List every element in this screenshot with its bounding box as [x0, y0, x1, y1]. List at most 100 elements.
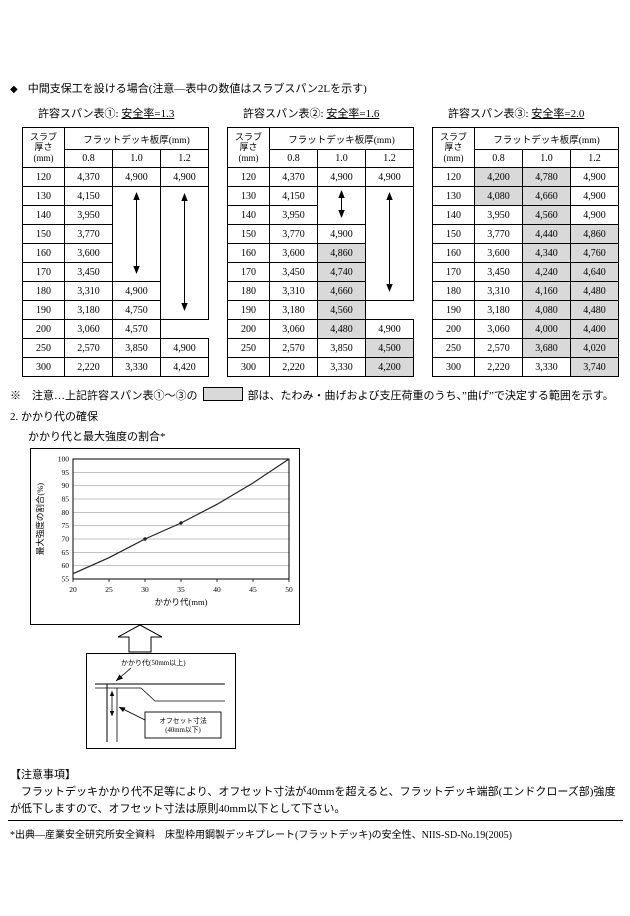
- table3-safety-factor: 安全率=2.0: [531, 108, 585, 120]
- span-table-row: 300 2,220 3,330 3,740: [432, 357, 620, 377]
- span-value-cell: 4,900: [159, 167, 210, 187]
- slab-thickness-cell: 150: [227, 224, 270, 244]
- svg-text:55: 55: [62, 575, 70, 584]
- span-value-cell: 4,420: [159, 357, 210, 377]
- footnote-separator: [8, 820, 623, 821]
- slab-thickness-cell: 160: [22, 243, 65, 263]
- span-table-row: 200 3,060 4,000 4,400: [432, 319, 620, 339]
- span-value-cell: 3,310: [269, 281, 318, 301]
- deck-10-header: 1.0: [317, 149, 366, 168]
- slab-thickness-cell: 130: [432, 186, 475, 206]
- table1-title-prefix: 許容スパン表①:: [38, 108, 122, 120]
- allowable-span-table-2: スラブ 厚さ (mm) フラットデッキ板厚(mm) 0.8 1.0 1.2 12…: [227, 127, 415, 377]
- slab-thickness-header: スラブ 厚さ (mm): [227, 127, 270, 168]
- span-value-cell: 4,900: [317, 224, 366, 244]
- span-value-cell: 4,150: [64, 186, 113, 206]
- span-value-cell: 2,220: [269, 357, 318, 377]
- span-value-cell: 3,180: [474, 300, 523, 320]
- offset-label-line1: オフセット寸法: [159, 716, 207, 725]
- slab-thickness-cell: 130: [227, 186, 270, 206]
- slab-thickness-cell: 140: [22, 205, 65, 225]
- span-value-cell: 3,950: [64, 205, 113, 225]
- span-table-row: 190 3,180 4,750: [22, 300, 209, 320]
- span-value-cell: 4,440: [522, 224, 571, 244]
- slab-thickness-cell: 300: [22, 357, 65, 377]
- svg-text:100: 100: [58, 455, 70, 464]
- caution-title: 【注意事項】: [10, 769, 76, 781]
- slab-thickness-cell: 200: [227, 319, 270, 339]
- span-value-cell: 3,060: [474, 319, 523, 339]
- slab-thickness-header: スラブ 厚さ (mm): [22, 127, 65, 168]
- span-table-row: 150 3,770 4,900: [227, 224, 414, 244]
- offset-label-line2: (40mm以下): [165, 726, 201, 734]
- svg-text:最大強度の割合(%): 最大強度の割合(%): [35, 483, 45, 555]
- span-value-cell: 3,770: [474, 224, 523, 244]
- span-value-cell: 3,680: [522, 338, 571, 358]
- span-table-row: 150 3,770 4,440 4,860: [432, 224, 620, 244]
- svg-text:30: 30: [141, 585, 149, 594]
- span-value-cell: 4,900: [112, 167, 161, 187]
- slab-thickness-cell: 120: [227, 167, 270, 187]
- span-value-cell: 4,750: [112, 300, 161, 320]
- span-value-cell: 4,370: [269, 167, 318, 187]
- slab-thickness-cell: 130: [22, 186, 65, 206]
- span-value-cell: 4,340: [522, 243, 571, 263]
- svg-text:75: 75: [62, 521, 70, 530]
- span-value-cell: 4,560: [522, 205, 571, 225]
- allowable-span-table-1: スラブ 厚さ (mm) フラットデッキ板厚(mm) 0.8 1.0 1.2 12…: [22, 127, 210, 377]
- span-table-row: 160 3,600: [22, 243, 209, 263]
- kakari-label: かかり代(50mm以上): [121, 658, 186, 667]
- span-value-cell: 4,660: [522, 186, 571, 206]
- deck-10-header: 1.0: [522, 149, 571, 168]
- span-value-cell: 4,560: [317, 300, 366, 320]
- span-value-cell: 3,600: [269, 243, 318, 263]
- span-value-cell: 4,480: [317, 319, 366, 339]
- deck-thickness-header: フラットデッキ板厚(mm): [473, 127, 620, 150]
- span-value-cell: 4,080: [474, 186, 523, 206]
- continuation-arrow-cell: [159, 186, 210, 320]
- span-value-cell: 4,480: [569, 281, 620, 301]
- svg-text:50: 50: [285, 585, 293, 594]
- span-table-row: 250 2,570 3,850 4,500: [227, 338, 415, 358]
- span-value-cell: 3,450: [64, 262, 113, 282]
- slab-thickness-cell: 180: [432, 281, 475, 301]
- span-table-row: 200 3,060 4,570: [22, 319, 209, 339]
- span-value-cell: 3,850: [112, 338, 161, 358]
- deck-thickness-header: フラットデッキ板厚(mm): [268, 127, 415, 150]
- span-table-row: 130 4,150: [22, 186, 210, 320]
- deck-12-header: 1.2: [159, 149, 210, 168]
- span-table-row: 120 4,370 4,900 4,900: [22, 167, 210, 187]
- deck-12-header: 1.2: [569, 149, 620, 168]
- span-value-cell: 4,900: [569, 205, 620, 225]
- span-value-cell: 3,770: [269, 224, 318, 244]
- span-value-cell: 2,570: [64, 338, 113, 358]
- span-value-cell: 2,220: [64, 357, 113, 377]
- svg-text:かかり代(mm): かかり代(mm): [155, 597, 208, 607]
- span-value-cell: 3,740: [569, 357, 620, 377]
- span-table-row: 180 3,310 4,160 4,480: [432, 281, 620, 301]
- slab-thickness-cell: 300: [227, 357, 270, 377]
- span-table-row: 250 2,570 3,850 4,900: [22, 338, 210, 358]
- span-value-cell: 4,900: [159, 338, 210, 358]
- span-value-cell: 3,950: [269, 205, 318, 225]
- intro-text: 中間支保工を設ける場合(注意―表中の数値はスラブスパン2Lを示す): [27, 83, 367, 95]
- span-value-cell: 4,480: [569, 300, 620, 320]
- svg-text:25: 25: [105, 585, 113, 594]
- span-value-cell: 3,450: [474, 262, 523, 282]
- chart-caption: かかり代と最大強度の割合*: [28, 431, 166, 443]
- span-value-cell: 3,450: [269, 262, 318, 282]
- svg-text:90: 90: [62, 481, 70, 490]
- slab-thickness-cell: 170: [22, 262, 65, 282]
- kakari-arrowhead-icon: [116, 674, 123, 681]
- slab-thickness-cell: 180: [227, 281, 270, 301]
- svg-text:45: 45: [249, 585, 257, 594]
- slab-thickness-cell: 150: [22, 224, 65, 244]
- span-value-cell: 2,570: [474, 338, 523, 358]
- continuation-arrow-cell: [364, 186, 415, 301]
- slab-thickness-cell: 250: [227, 338, 270, 358]
- slab-thickness-cell: 300: [432, 357, 475, 377]
- table2-title: 許容スパン表②: 安全率=1.6: [243, 105, 379, 121]
- table2-safety-factor: 安全率=1.6: [326, 108, 380, 120]
- span-value-cell: 4,900: [569, 186, 620, 206]
- span-value-cell: 4,900: [317, 167, 366, 187]
